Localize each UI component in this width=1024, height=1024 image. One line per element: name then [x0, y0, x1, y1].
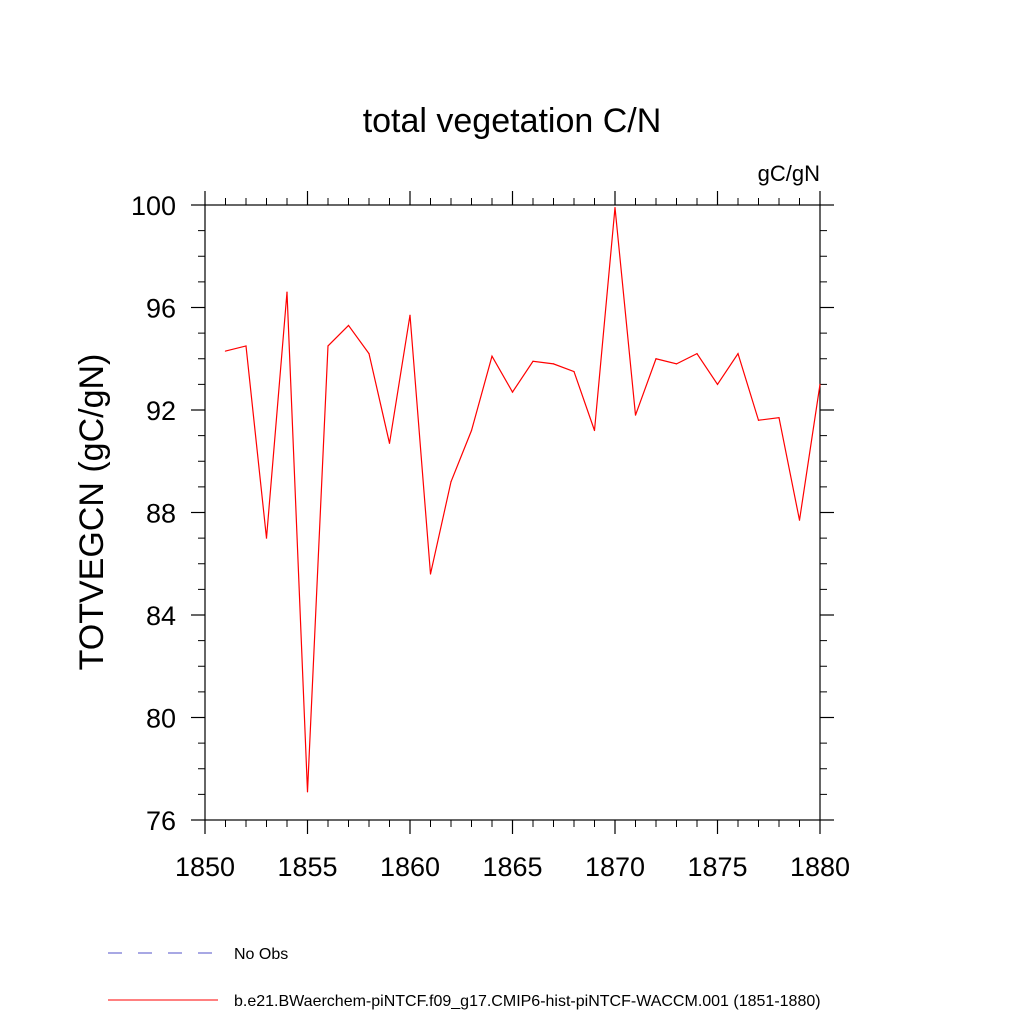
data-point: [327, 345, 329, 347]
data-point: [532, 360, 534, 362]
y-tick-label: 92: [146, 396, 176, 426]
series-line: [225, 207, 821, 792]
chart-title: total vegetation C/N: [363, 102, 662, 140]
legend-label-1: b.e21.BWaerchem-piNTCF.f09_g17.CMIP6-his…: [234, 993, 821, 1010]
plot-frame: [204, 204, 821, 821]
y-tick-label: 80: [146, 704, 176, 734]
axis-tick-labels: 1850 1855 1860 1865 1870 1875 1880 76 80 84 88 92 96…: [131, 191, 850, 882]
data-point: [511, 391, 514, 393]
data-point: [675, 363, 678, 365]
y-tick-label: 88: [146, 499, 176, 529]
x-tick-label: 1865: [482, 852, 542, 882]
data-point: [409, 314, 411, 316]
data-point: [778, 417, 780, 419]
data-point: [614, 206, 616, 209]
legend-label-0: No Obs: [234, 946, 288, 963]
data-point: [737, 353, 739, 355]
data-point: [429, 573, 432, 575]
data-point: [696, 353, 698, 355]
data-point: [265, 537, 268, 539]
data-point: [491, 355, 493, 357]
data-point: [552, 363, 555, 365]
y-tick-label: 100: [131, 191, 176, 221]
data-point: [634, 414, 637, 416]
data-point: [757, 419, 760, 421]
data-point: [388, 442, 391, 444]
series-layer: [224, 206, 821, 793]
x-tick-label: 1880: [790, 852, 850, 882]
x-tick-label: 1855: [277, 852, 337, 882]
units-label: gC/gN: [758, 161, 820, 186]
data-point: [593, 429, 596, 432]
data-point: [347, 324, 350, 327]
data-point: [573, 370, 575, 373]
data-point: [224, 350, 227, 352]
data-point: [470, 429, 473, 432]
y-tick-label: 96: [146, 294, 176, 324]
x-tick-label: 1850: [175, 852, 235, 882]
data-point: [655, 358, 657, 360]
legend: No Obs b.e21.BWaerchem-piNTCF.f09_g17.CMI…: [108, 946, 821, 1010]
data-point: [798, 519, 801, 521]
y-tick-label: 76: [146, 806, 176, 836]
x-tick-label: 1860: [380, 852, 440, 882]
y-axis-label: TOTVEGCN (gC/gN): [73, 354, 111, 671]
data-point: [450, 481, 452, 483]
data-point: [306, 791, 309, 793]
data-point: [245, 345, 247, 347]
data-point: [286, 291, 288, 293]
data-point: [819, 383, 821, 385]
data-point: [368, 353, 370, 355]
axis-ticks: [191, 191, 834, 834]
data-point: [716, 383, 719, 385]
y-tick-label: 84: [146, 601, 176, 631]
x-tick-label: 1875: [687, 852, 747, 882]
x-tick-label: 1870: [585, 852, 645, 882]
